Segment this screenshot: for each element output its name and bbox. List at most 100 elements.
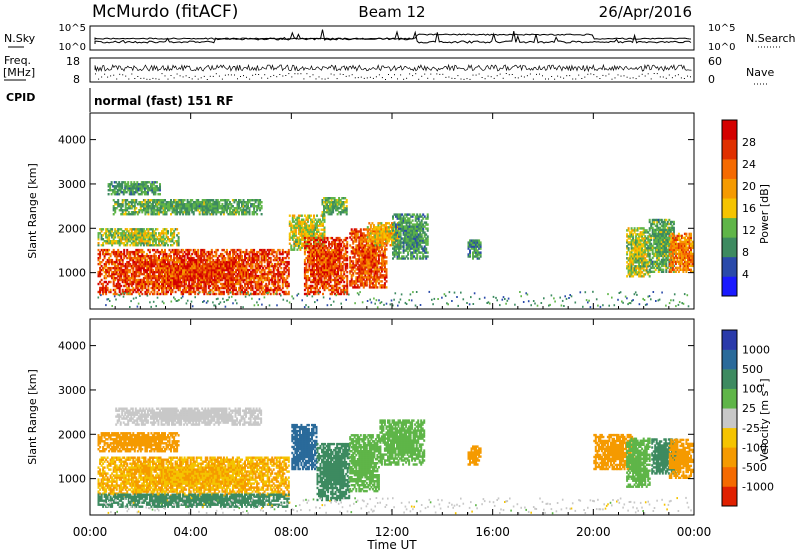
power-cell [132, 244, 135, 247]
power-cell [288, 232, 291, 235]
power-cell [195, 288, 198, 292]
power-cell [297, 218, 300, 221]
power-cell [135, 201, 138, 204]
power-cell [154, 240, 157, 243]
power-cell [256, 207, 259, 210]
power-cell [329, 292, 332, 296]
power-cell [102, 258, 105, 262]
power-cell [338, 248, 341, 252]
nave-dot [490, 76, 492, 78]
power-cell [337, 264, 340, 268]
power-cell [225, 282, 228, 286]
power-cell [174, 209, 177, 212]
power-cell [141, 230, 144, 233]
power-cell [317, 254, 320, 258]
power-cell [334, 288, 337, 292]
power-cell [154, 254, 157, 258]
nave-dot [620, 75, 622, 77]
power-cell [346, 282, 349, 286]
power-cell [120, 258, 123, 262]
power-cell [221, 268, 224, 272]
power-cell [112, 252, 115, 256]
power-cell [119, 189, 122, 192]
power-cell [248, 211, 251, 214]
power-cell [356, 266, 359, 269]
power-cell [221, 276, 224, 280]
power-cell [233, 276, 236, 280]
power-cell [130, 266, 133, 270]
power-cell [241, 272, 244, 276]
power-cell [260, 252, 263, 256]
power-cell [259, 201, 262, 204]
power-cell [245, 252, 248, 256]
power-cell [99, 288, 102, 292]
power-cell [322, 216, 325, 219]
power-cell [257, 280, 260, 284]
power-cell [320, 262, 323, 266]
power-cell [114, 278, 117, 282]
power-cell [350, 270, 353, 273]
power-cell [224, 258, 227, 262]
noise-left-tick-low: 10^0 [59, 42, 86, 53]
power-cell [136, 290, 139, 294]
power-cell [268, 276, 271, 280]
power-cell [145, 290, 148, 294]
power-cell [115, 266, 118, 270]
power-cell [358, 256, 361, 259]
power-cell [233, 278, 236, 282]
power-cell [278, 256, 281, 260]
power-cell [151, 264, 154, 268]
power-cell [313, 246, 316, 250]
power-cell [201, 290, 204, 294]
power-cell [221, 199, 224, 202]
power-cell [150, 236, 153, 239]
power-cell [162, 207, 165, 210]
power-cell [147, 286, 150, 290]
nave-dot [110, 75, 112, 77]
power-cell [322, 254, 325, 258]
power-cell [111, 236, 114, 239]
power-cell [126, 286, 129, 290]
power-cell [316, 238, 319, 242]
power-cell [210, 278, 213, 282]
power-cell [275, 264, 278, 268]
power-cell [323, 246, 326, 250]
power-cell [133, 272, 136, 276]
power-cell [171, 244, 174, 247]
power-cell [165, 272, 168, 276]
power-cell [164, 268, 167, 272]
power-cell [266, 252, 269, 256]
power-cell [300, 234, 303, 237]
power-cell [147, 232, 150, 235]
power-cell [174, 199, 177, 202]
power-cell [308, 256, 311, 260]
power-cell [350, 278, 353, 281]
power-cell [299, 222, 302, 225]
power-cell [346, 270, 349, 274]
power-cell [286, 276, 289, 280]
power-cell [126, 292, 129, 296]
power-cell [177, 284, 180, 288]
power-cell [161, 199, 164, 202]
power-cell [340, 278, 343, 282]
power-cell [127, 256, 130, 260]
power-cell [239, 264, 242, 268]
power-cell [129, 252, 132, 256]
power-cell [218, 292, 221, 296]
power-cell [353, 236, 356, 239]
power-cell [127, 278, 130, 282]
power-cell [183, 199, 186, 202]
power-cell [124, 189, 127, 192]
power-cell [326, 197, 329, 200]
power-cell [216, 280, 219, 284]
power-cell [303, 240, 306, 244]
power-cell [320, 270, 323, 274]
power-cell [99, 270, 102, 274]
power-cell [132, 252, 135, 256]
power-cell [272, 272, 275, 276]
power-cell [180, 260, 183, 264]
power-cell [100, 234, 103, 237]
power-cell [150, 228, 153, 231]
power-cell [142, 232, 145, 235]
power-cell [129, 232, 132, 235]
